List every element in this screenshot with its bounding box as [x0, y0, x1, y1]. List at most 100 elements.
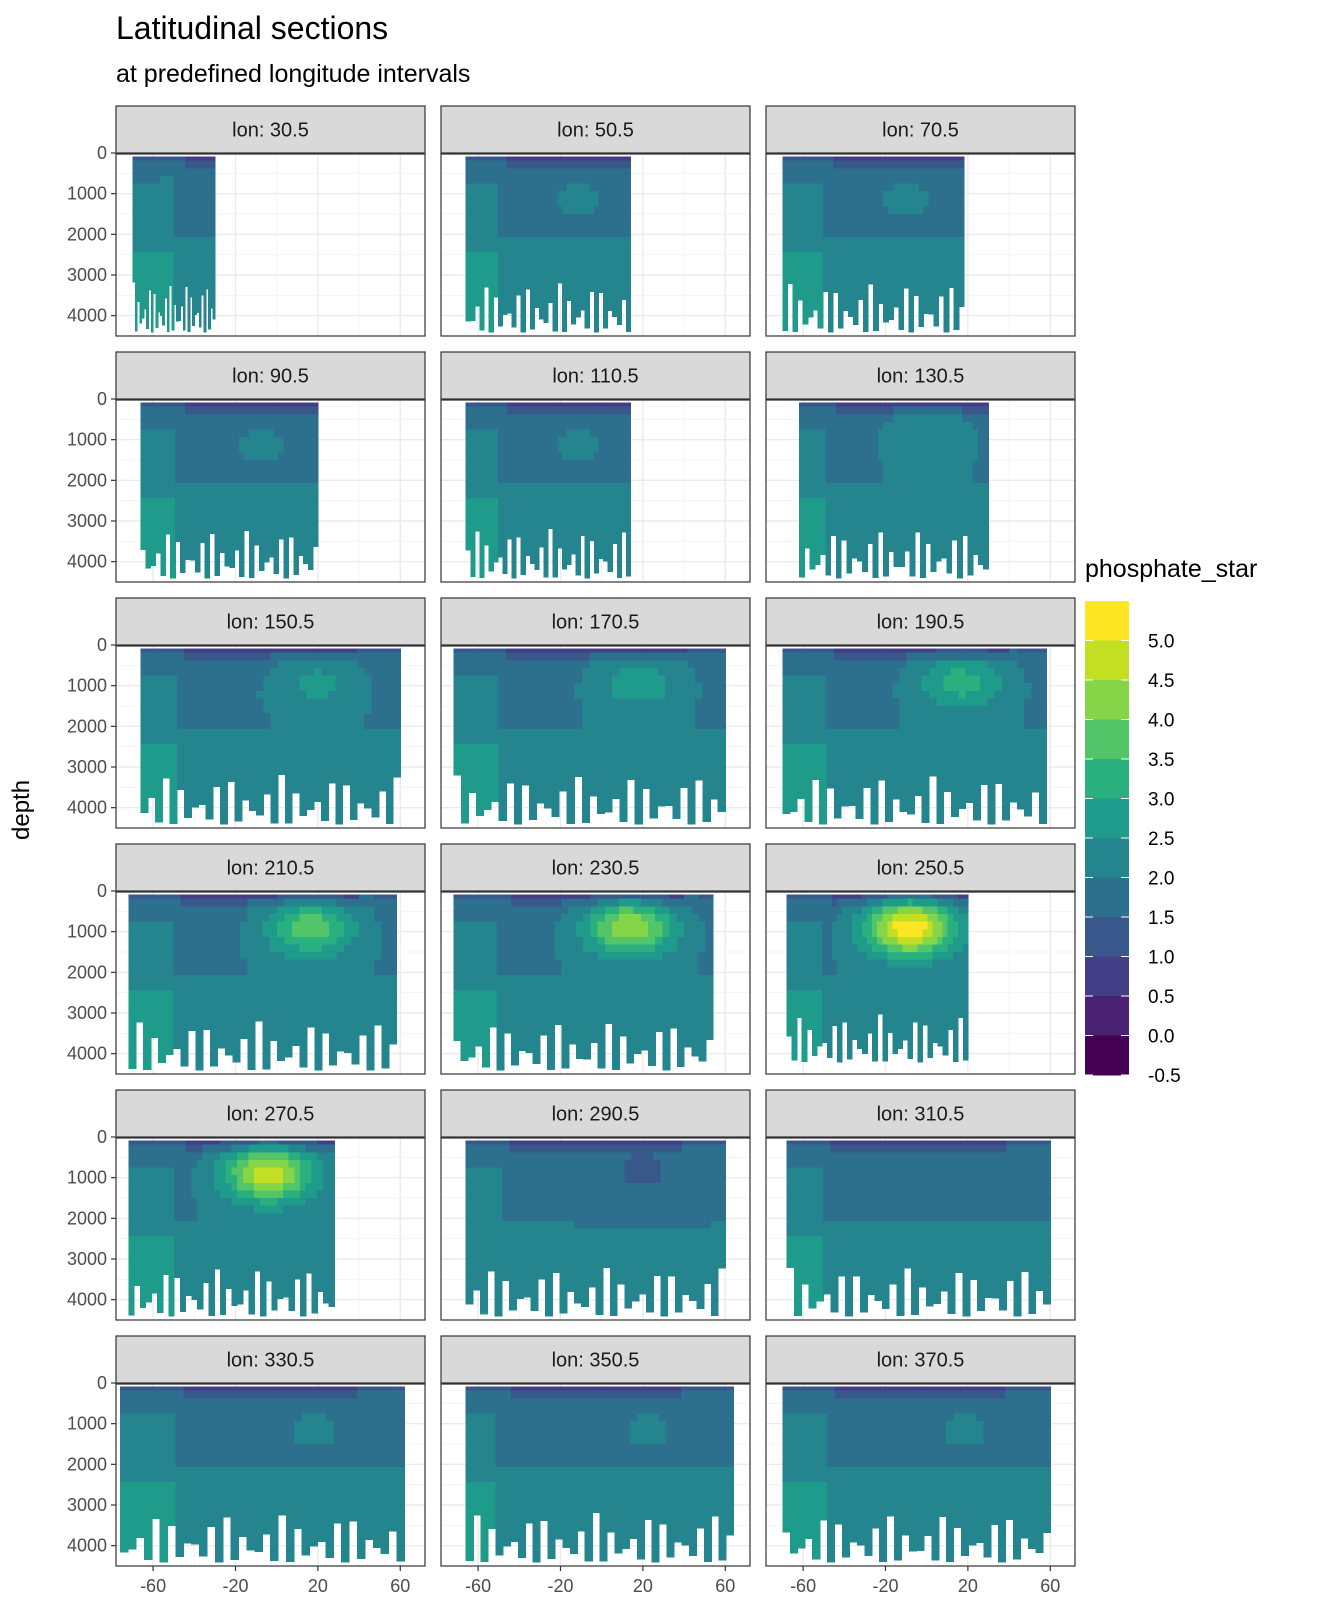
- contour-cell: [598, 221, 604, 230]
- contour-cell: [898, 467, 905, 476]
- contour-cell: [210, 156, 214, 162]
- contour-cell: [140, 690, 149, 699]
- contour-cell: [203, 328, 207, 333]
- contour-cell: [474, 437, 481, 446]
- contour-cell: [584, 559, 590, 568]
- contour-cell: [953, 313, 960, 322]
- contour-cell: [516, 214, 522, 223]
- contour-cell: [180, 282, 184, 291]
- contour-cell: [465, 214, 471, 223]
- contour-cell: [278, 536, 285, 540]
- contour-cell: [837, 214, 844, 223]
- contour-cell: [165, 414, 171, 423]
- contour-cell: [804, 543, 811, 549]
- contour-cell: [176, 736, 185, 745]
- contour-cell: [180, 521, 186, 530]
- contour-cell: [140, 467, 147, 476]
- contour-cell: [898, 490, 905, 499]
- contour-cell: [612, 275, 618, 284]
- contour-cell: [194, 305, 198, 314]
- contour-cell: [908, 206, 915, 215]
- contour-cell: [593, 275, 600, 284]
- contour-cell: [962, 505, 969, 514]
- contour-cell: [520, 244, 526, 253]
- contour-cell: [841, 482, 847, 492]
- contour-cell: [903, 175, 909, 185]
- contour-cell: [787, 282, 794, 284]
- contour-cell: [814, 505, 821, 514]
- contour-cell: [552, 191, 558, 200]
- contour-cell: [851, 482, 858, 492]
- contour-cell: [603, 275, 609, 284]
- contour-cell: [268, 482, 275, 492]
- contour-cell: [835, 444, 842, 453]
- contour-cell: [832, 175, 839, 185]
- contour-cell: [465, 221, 471, 230]
- contour-cell: [967, 460, 974, 469]
- contour-cell: [185, 191, 189, 200]
- contour-cell: [625, 183, 632, 192]
- contour-cell: [868, 267, 874, 276]
- contour-cell: [162, 648, 171, 654]
- contour-cell: [159, 168, 163, 177]
- contour-cell: [175, 168, 179, 177]
- contour-cell: [189, 206, 193, 215]
- contour-cell: [967, 402, 974, 408]
- contour-cell: [194, 559, 201, 568]
- contour-cell: [511, 297, 517, 307]
- contour-cell: [584, 402, 590, 408]
- contour-cell: [898, 414, 905, 423]
- contour-cell: [827, 198, 834, 207]
- contour-cell: [561, 156, 568, 162]
- contour-cell: [908, 198, 915, 207]
- contour-cell: [543, 475, 549, 484]
- contour-cell: [234, 513, 240, 522]
- contour-cell: [873, 206, 879, 215]
- contour-cell: [935, 505, 942, 514]
- contour-cell: [162, 660, 171, 669]
- contour-cell: [877, 505, 884, 514]
- contour-cell: [593, 421, 600, 431]
- contour-cell: [182, 275, 186, 284]
- contour-cell: [470, 543, 476, 553]
- contour-cell: [303, 551, 309, 560]
- contour-cell: [502, 229, 508, 238]
- contour-cell: [575, 521, 581, 530]
- contour-cell: [189, 528, 196, 537]
- contour-cell: [977, 475, 984, 484]
- contour-cell: [603, 475, 609, 484]
- contour-cell: [827, 290, 834, 299]
- contour-cell: [543, 221, 549, 230]
- contour-cell: [219, 528, 225, 537]
- contour-cell: [516, 168, 522, 177]
- contour-cell: [308, 528, 314, 537]
- contour-cell: [169, 789, 178, 799]
- contour-cell: [538, 402, 545, 408]
- contour-cell: [557, 444, 563, 453]
- contour-cell: [198, 320, 202, 328]
- contour-cell: [941, 528, 947, 537]
- contour-cell: [147, 652, 156, 661]
- contour-cell: [552, 551, 558, 560]
- contour-cell: [856, 528, 863, 537]
- contour-cell: [502, 482, 508, 492]
- contour-cell: [877, 521, 884, 530]
- contour-cell: [141, 214, 145, 223]
- contour-cell: [908, 252, 915, 261]
- contour-cell: [204, 467, 211, 476]
- contour-cell: [308, 444, 314, 453]
- contour-cell: [612, 191, 618, 200]
- contour-cell: [561, 297, 568, 307]
- contour-cell: [175, 429, 181, 438]
- contour-cell: [548, 282, 554, 291]
- contour-cell: [283, 475, 289, 484]
- contour-cell: [962, 482, 969, 492]
- contour-cell: [258, 543, 265, 553]
- contour-cell: [162, 728, 171, 738]
- contour-cell: [516, 160, 522, 169]
- contour-cell: [571, 452, 577, 461]
- contour-cell: [224, 521, 230, 530]
- contour-cell: [552, 313, 558, 322]
- contour-cell: [160, 414, 166, 423]
- contour-cell: [883, 313, 889, 322]
